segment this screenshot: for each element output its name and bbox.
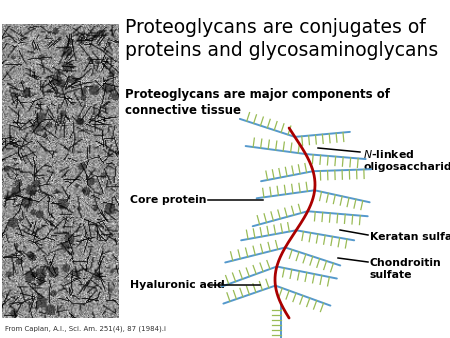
Text: $\it{N}$-linked
oligosaccharides: $\it{N}$-linked oligosaccharides — [363, 148, 450, 172]
Text: From Caplan, A.I., Sci. Am. 251(4), 87 (1984).i: From Caplan, A.I., Sci. Am. 251(4), 87 (… — [5, 325, 166, 332]
Text: Keratan sulfate: Keratan sulfate — [370, 232, 450, 242]
Text: Proteoglycans are major components of
connective tissue: Proteoglycans are major components of co… — [125, 88, 390, 117]
Text: Chondroitin
sulfate: Chondroitin sulfate — [370, 258, 442, 280]
Text: Core protein: Core protein — [130, 195, 207, 205]
Text: Proteoglycans are conjugates of
proteins and glycosaminoglycans: Proteoglycans are conjugates of proteins… — [125, 18, 438, 61]
Text: Hyaluronic acid: Hyaluronic acid — [130, 280, 225, 290]
